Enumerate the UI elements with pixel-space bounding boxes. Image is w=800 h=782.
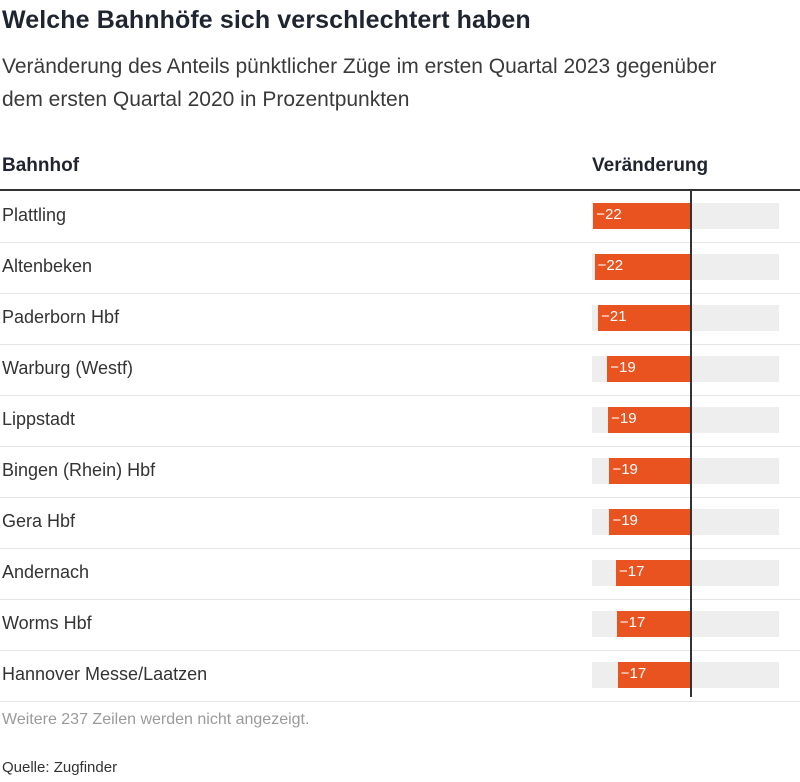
source-credit: Quelle: Zugfinder [2,759,118,776]
station-name: Paderborn Hbf [2,307,120,327]
table-row[interactable]: Altenbeken −22 [0,242,800,294]
bar-value-label: −21 [601,308,627,325]
bar [598,305,691,331]
bar [594,254,691,280]
station-name: Worms Hbf [2,613,92,633]
bar-value-label: −19 [612,461,638,478]
column-header-bahnhof[interactable]: Bahnhof [2,155,80,176]
station-name: Plattling [2,205,67,225]
bar-value-label: −22 [596,206,622,223]
station-name: Lippstadt [2,409,76,429]
bar [609,458,691,484]
station-name: Gera Hbf [2,511,76,531]
header-divider [0,189,800,191]
bar [593,203,691,229]
bar [615,560,691,586]
table-row[interactable]: Paderborn Hbf −21 [0,293,800,345]
table-row[interactable]: Andernach −17 [0,548,800,600]
hidden-rows-note: Weitere 237 Zeilen werden nicht angezeig… [2,711,310,728]
table-row[interactable]: Lippstadt −19 [0,395,800,447]
bar-value-label: −17 [620,665,647,682]
table-row[interactable]: Bingen (Rhein) Hbf −19 [0,446,800,498]
chart-title: Welche Bahnhöfe sich verschlechtert habe… [2,6,531,34]
table-row[interactable]: Hannover Messe/Laatzen −17 [0,650,800,702]
table-row[interactable]: Plattling −22 [0,191,800,243]
bar [607,356,691,382]
station-name: Hannover Messe/Laatzen [2,664,208,684]
bar [617,662,691,688]
bar-value-label: −19 [610,359,636,376]
bar-value-label: −19 [612,512,638,529]
bar-value-label: −17 [619,614,646,631]
table-row[interactable]: Worms Hbf −17 [0,599,800,651]
station-name: Warburg (Westf) [2,358,134,378]
column-header-veraenderung[interactable]: Veränderung [592,155,709,176]
bar-value-label: −19 [611,410,637,427]
bar [609,509,691,535]
station-name: Bingen (Rhein) Hbf [2,460,156,480]
station-name: Andernach [2,562,90,582]
table-row[interactable]: Warburg (Westf) −19 [0,344,800,396]
bar [616,611,691,637]
bar [608,407,691,433]
zero-axis-line [690,191,692,697]
table-row[interactable]: Gera Hbf −19 [0,497,800,549]
bar-value-label: −17 [618,563,645,580]
bar-value-label: −22 [597,257,624,274]
chart-subtitle: Veränderung des Anteils pünktlicher Züge… [2,55,717,111]
station-name: Altenbeken [2,256,93,276]
